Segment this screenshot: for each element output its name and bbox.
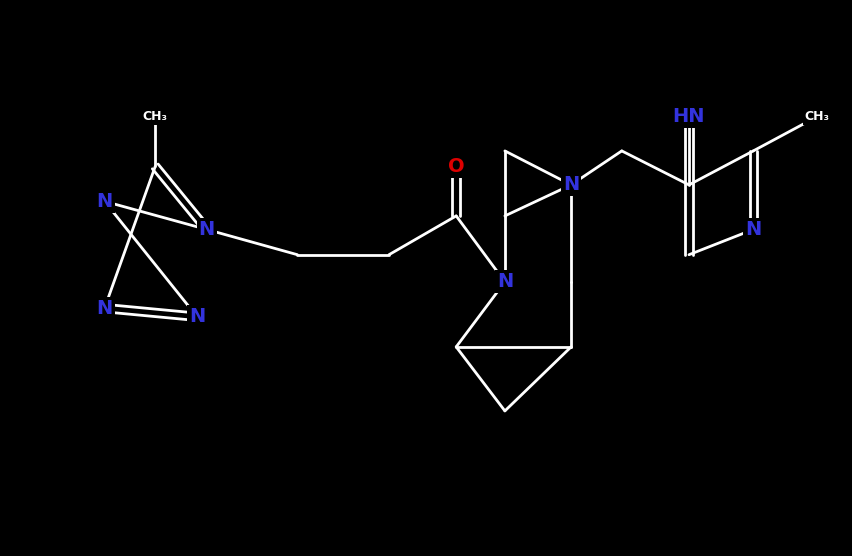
Text: HN: HN — [673, 107, 705, 126]
Text: N: N — [563, 175, 579, 195]
Text: N: N — [497, 272, 513, 291]
Text: CH₃: CH₃ — [143, 111, 168, 123]
Text: N: N — [96, 192, 112, 211]
Text: O: O — [448, 157, 464, 176]
Text: CH₃: CH₃ — [804, 111, 829, 123]
Text: N: N — [96, 299, 112, 317]
Text: N: N — [746, 220, 762, 239]
Text: N: N — [199, 220, 215, 239]
Text: N: N — [189, 307, 205, 326]
